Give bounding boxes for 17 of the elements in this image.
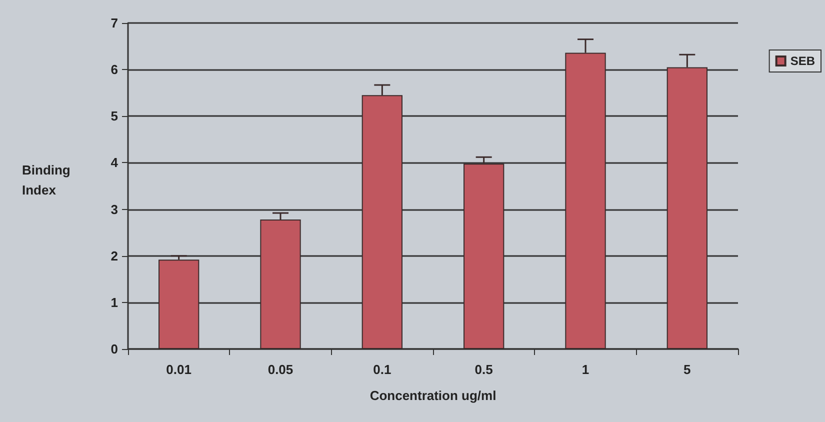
y-tick-label: 4 [110, 155, 119, 170]
x-axis-title: Concentration ug/ml [370, 388, 496, 403]
y-tick-label: 2 [110, 248, 118, 264]
y-tick-label: 7 [110, 16, 118, 30]
x-tick-label: 5 [684, 362, 691, 377]
x-tick-label: 0.5 [474, 362, 493, 377]
y-tick-label: 3 [110, 202, 118, 217]
x-tick-label: 0.05 [268, 362, 294, 377]
y-axis-title: Binding Index [22, 162, 70, 198]
y-tick-label: 0 [110, 342, 118, 356]
y-tick-label: 5 [110, 108, 118, 124]
x-tick-label: 0.1 [373, 362, 392, 377]
x-tick-label: 1 [582, 362, 590, 377]
legend-label: SEB [790, 54, 816, 68]
y-tick-label: 1 [110, 294, 118, 310]
y-tick-label: 6 [110, 62, 118, 78]
x-tick-label: 0.01 [166, 362, 192, 377]
